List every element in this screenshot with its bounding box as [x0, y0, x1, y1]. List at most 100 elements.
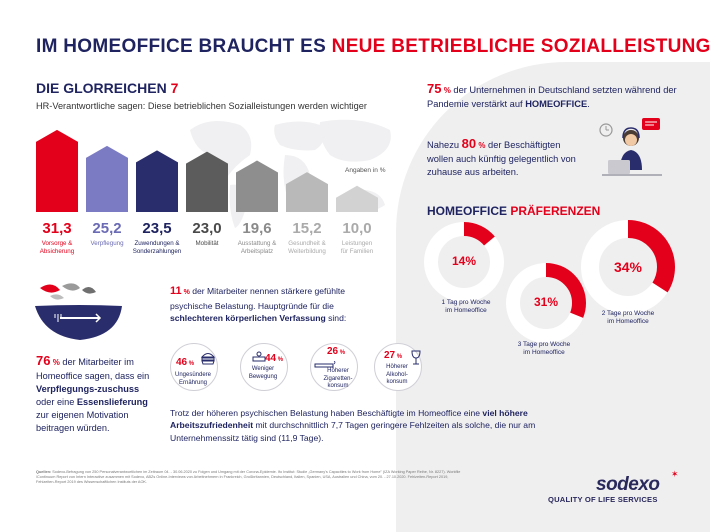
bar-category-label: Leistungen für Familien — [340, 240, 374, 255]
reason-3-line1: Höherer — [327, 368, 349, 374]
bar-category-label: Verpflegung — [90, 240, 124, 247]
stat-76-bold-b: Essenslieferung — [76, 396, 148, 407]
sources-label: Quellen: — [36, 470, 52, 474]
stat-80-text: Nahezu 80 % der Beschäftigten wollen auc… — [427, 135, 587, 179]
bar-6 — [286, 172, 328, 212]
donut-label-2: 3 Tage pro Woche im Homeoffice — [517, 341, 571, 357]
bar-value-label: 19,6 — [242, 220, 272, 237]
bar-category-label: Ausstattung & Arbeitsplatz — [237, 240, 277, 255]
reason-3-value: 26 — [327, 346, 339, 357]
reason-1-pct: 46 % — [176, 357, 194, 368]
reason-3-line2: Zigaretten- — [323, 375, 353, 382]
reason-1-line1: Ungesündere — [174, 372, 212, 378]
stat-80-pre: Nahezu — [427, 140, 462, 150]
title-part-2: NEUE BETRIEBLICHE SOZIALLEISTUNGEN — [331, 36, 710, 57]
reason-2-label: Weniger Bewegung — [238, 366, 288, 381]
bar-category-label: Zuwendungen & Sonderzahlungen — [132, 240, 182, 255]
reason-3-line3: konsum — [327, 383, 349, 389]
donut-pct-3: 34% — [613, 259, 643, 275]
satisfaction-bold: viel höhere Arbeitszufriedenheit — [170, 408, 528, 431]
reason-circle-1 — [170, 343, 218, 391]
bar-5 — [236, 160, 278, 212]
bar-category-label: Vorsorge & Absicherung — [39, 240, 75, 255]
stat-76-text: 76 % der Mitarbeiter im Homeoffice sagen… — [36, 352, 156, 435]
stat-11-body: der Mitarbeiter nennen stärkere gefühlte… — [170, 286, 346, 311]
donut-label-3: 2 Tage pro Woche im Homeoffice — [601, 310, 655, 326]
reason-4-line2: Alkohol- — [386, 371, 408, 378]
reason-4-line3: konsum — [386, 379, 408, 385]
stat-76-body-a: der Mitarbeiter im Homeoffice sagen, das… — [36, 357, 150, 382]
reason-2-line2: Bewegung — [248, 373, 278, 380]
reason-1-unit: % — [187, 361, 195, 367]
stat-80-body: der Beschäftigten wollen auch künftig ge… — [427, 140, 576, 178]
donut-charts — [424, 220, 675, 343]
bar-2 — [86, 145, 128, 212]
burger-icon — [200, 353, 216, 365]
reason-3-unit: % — [338, 350, 346, 356]
reason-4-value: 27 — [384, 350, 396, 361]
reason-3-pct: 26 % — [327, 346, 345, 357]
reason-2-unit: % — [276, 357, 284, 363]
reason-1-label: Ungesündere Ernährung — [168, 372, 218, 387]
stat-11-end: sind: — [325, 313, 347, 324]
section-title-number: 7 — [170, 80, 179, 96]
donut-label-1: 1 Tag pro Woche im Homeoffice — [441, 299, 491, 315]
stat-75-body: der Unternehmen in Deutschland setzten w… — [427, 85, 677, 110]
cigarette-icon — [314, 361, 336, 368]
stat-75-bold: HOMEOFFICE — [525, 99, 588, 110]
bar-category-label: Mobilität — [195, 240, 219, 247]
bar-value-label: 25,2 — [92, 220, 122, 237]
sodexo-logo: sodexo — [596, 474, 660, 495]
bar-7 — [336, 185, 378, 212]
donut-pct-1: 14% — [451, 254, 477, 268]
satisfaction-body-a: Trotz der höheren psychischen Belastung … — [170, 408, 483, 418]
donut-arc-3 — [581, 220, 675, 314]
brand-tagline: QUALITY OF LIFE SERVICES — [548, 495, 658, 504]
donut-pct-2: 31% — [533, 295, 559, 309]
bar-value-label: 23,5 — [142, 220, 172, 237]
donut-arc-2 — [506, 263, 586, 343]
satisfaction-body-b: mit durchschnittlich 7,7 Tagen geringere… — [170, 420, 536, 443]
reason-circle-2 — [240, 343, 288, 391]
section-title-text: DIE GLORREICHEN — [36, 80, 171, 96]
stat-11-text: 11 % der Mitarbeiter nennen stärkere gef… — [170, 284, 385, 325]
wine-glass-icon — [411, 350, 421, 365]
satisfaction-text: Trotz der höheren psychischen Belastung … — [170, 407, 550, 444]
stat-76-body-b: oder eine — [36, 396, 77, 407]
reason-4-unit: % — [395, 354, 403, 360]
reason-2-value: 44 — [265, 353, 277, 364]
reason-1-value: 46 — [176, 357, 188, 368]
bar-category-label: Gesundheit & Weiterbildung — [288, 240, 326, 255]
reason-2-line1: Weniger — [251, 366, 275, 372]
stat-76-body-c: zur eigenen Motivation beitragen würden. — [36, 409, 129, 433]
donut-arc-1 — [424, 222, 504, 302]
reason-1-line2: Ernährung — [178, 379, 208, 386]
stat-75-text: 75 % der Unternehmen in Deutschland setz… — [427, 80, 682, 111]
praeferenzen-title-a: HOMEOFFICE — [427, 204, 511, 218]
stat-11-value: 11 — [170, 285, 182, 297]
stat-80-value: 80 — [461, 136, 477, 151]
reason-4-label: Höherer Alkohol-konsum — [372, 364, 422, 387]
stat-76-bold-a: Verpflegungs-zuschuss — [36, 384, 140, 395]
reason-4-pct: 27 % — [384, 350, 402, 361]
title-part-1: IM HOMEOFFICE BRAUCHT ES — [36, 36, 332, 57]
sources-text: Sodexo-Befragung von 250 Personalverantw… — [36, 470, 461, 485]
section-title-glorreichen: DIE GLORREICHEN 7 — [36, 80, 178, 96]
chart-unit-note: Angaben in % — [345, 167, 386, 174]
stat-80-unit: % — [476, 141, 486, 150]
page-title: IM HOMEOFFICE BRAUCHT ES NEUE BETRIEBLIC… — [36, 36, 710, 58]
bar-4 — [186, 151, 228, 212]
food-bowl-icon — [35, 283, 122, 340]
bar-value-label: 10,0 — [342, 220, 372, 237]
homeoffice-worker-icon — [599, 118, 662, 176]
bar-value-label: 15,2 — [292, 220, 322, 237]
reason-4-line1: Höherer — [386, 364, 408, 370]
bar-value-label: 23,0 — [192, 220, 222, 237]
stat-11-unit: % — [181, 289, 190, 296]
bar-chart — [36, 129, 378, 212]
stat-76-unit: % — [50, 358, 60, 367]
bar-3 — [136, 150, 178, 212]
bar-1 — [36, 129, 78, 212]
stat-75-end: . — [587, 99, 590, 110]
stat-11-bold: schlechteren körperlichen Verfassung — [170, 313, 326, 324]
